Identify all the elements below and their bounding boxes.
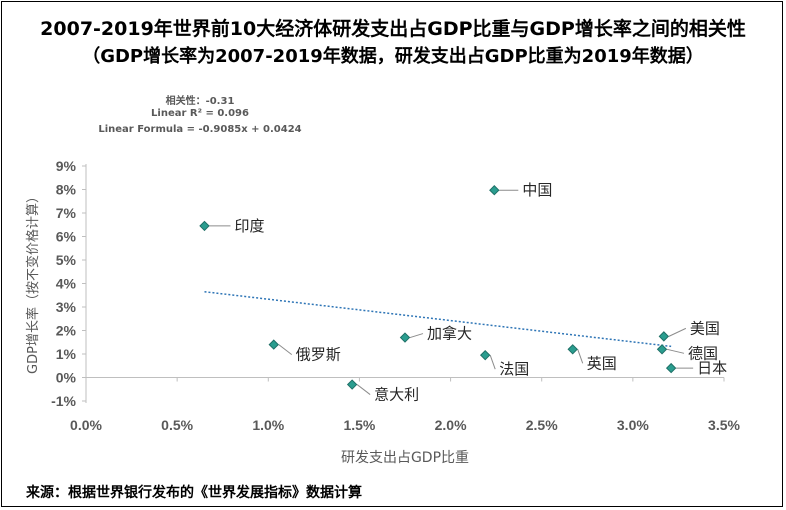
point-label: 俄罗斯 — [296, 346, 341, 364]
point-leader-line — [577, 349, 584, 364]
linear-formula-stat: Linear Formula = -0.9085x + 0.0424 — [98, 124, 302, 135]
point-label: 美国 — [690, 319, 720, 337]
y-tick-label: 7% — [56, 205, 77, 221]
x-tick-label: 0.5% — [161, 417, 193, 433]
point-label: 中国 — [522, 181, 552, 199]
x-tick-label: 3.0% — [617, 417, 649, 433]
data-point — [399, 332, 411, 343]
y-tick-label: 3% — [56, 299, 77, 315]
point-leader-line — [409, 333, 424, 339]
x-tick-label: 1.5% — [343, 417, 375, 433]
x-axis-title: 研发支出占GDP比重 — [341, 450, 469, 466]
x-tick-label: 2.5% — [526, 417, 558, 433]
data-point — [567, 344, 578, 355]
y-tick-label: -1% — [51, 393, 76, 409]
data-point — [658, 331, 670, 342]
correlation-stat: 相关性：-0.31 — [165, 96, 235, 107]
chart-title: 2007-2019年世界前10大经济体研发支出占GDP比重与GDP增长率之间的相… — [40, 18, 746, 40]
source-note: 来源：根据世界银行发布的《世界发展指标》数据计算 — [26, 485, 362, 501]
point-leader-line — [668, 327, 687, 337]
data-point — [479, 349, 491, 361]
data-point — [665, 362, 677, 374]
y-tick-label: 1% — [56, 346, 77, 362]
x-tick-label: 1.0% — [252, 417, 284, 433]
x-tick-label: 2.0% — [435, 417, 467, 433]
y-tick-label: 6% — [56, 229, 77, 245]
data-point — [489, 184, 500, 196]
y-tick-label: 9% — [56, 158, 77, 174]
y-tick-label: 0% — [56, 370, 77, 386]
x-tick-label: 0.0% — [70, 417, 102, 433]
y-tick-label: 5% — [56, 252, 77, 268]
point-leader-line — [278, 344, 293, 355]
data-point — [656, 344, 668, 355]
data-point — [346, 379, 358, 390]
x-tick-label: 3.5% — [708, 417, 740, 433]
point-label: 英国 — [587, 354, 617, 372]
point-label: 法国 — [499, 360, 529, 378]
point-leader-line — [489, 355, 496, 370]
data-point — [199, 220, 210, 232]
y-tick-label: 8% — [56, 182, 77, 198]
point-label: 意大利 — [374, 386, 419, 404]
point-label: 德国 — [688, 344, 718, 362]
point-leader-line — [666, 348, 685, 354]
point-leader-line — [356, 384, 371, 395]
y-axis-title: GDP增长率（按不变价格计算） — [25, 190, 41, 374]
r-squared-stat: Linear R² = 0.096 — [151, 108, 249, 119]
point-label: 日本 — [697, 359, 727, 377]
point-label: 印度 — [234, 217, 264, 235]
point-label: 加拿大 — [427, 325, 472, 343]
y-tick-label: 4% — [56, 276, 77, 292]
data-point — [268, 339, 279, 350]
chart-subtitle: （GDP增长率为2007-2019年数据，研发支出占GDP比重为2019年数据） — [82, 46, 704, 67]
y-tick-label: 2% — [56, 323, 77, 339]
